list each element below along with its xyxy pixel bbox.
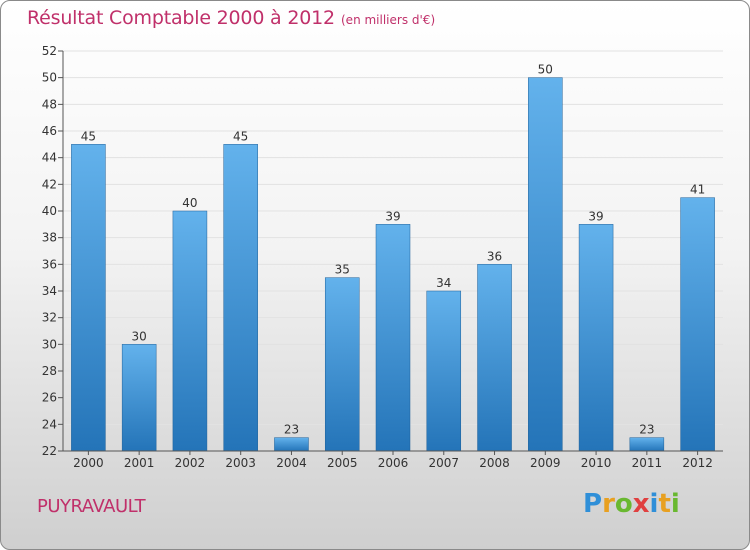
y-tick-label: 50 [42,71,57,85]
y-tick-label: 34 [42,284,57,298]
bar [578,224,614,452]
y-tick-label: 26 [42,391,57,405]
x-tick-label: 2006 [378,456,409,470]
x-tick-label: 2003 [225,456,256,470]
bar-value-label: 39 [588,209,603,223]
x-tick-label: 2010 [581,456,612,470]
x-tick-label: 2002 [175,456,206,470]
logo-letter: i [670,489,680,519]
logo-letter: r [602,489,615,519]
bar [324,277,360,452]
y-tick-label: 28 [42,364,57,378]
chart-title: Résultat Comptable 2000 à 2012 [27,7,335,29]
logo-letter: P [583,489,603,519]
bar [477,264,512,452]
y-tick-label: 32 [42,311,57,325]
bar [274,437,309,452]
x-tick-label: 2005 [327,456,358,470]
bar [528,77,563,452]
y-tick-label: 22 [42,444,57,458]
y-tick-label: 40 [42,204,57,218]
bar [223,144,258,452]
y-tick-label: 44 [42,151,57,165]
bar-value-label: 35 [335,263,350,277]
bar [375,224,411,452]
y-tick-label: 36 [42,257,57,271]
bar-value-label: 45 [81,129,96,143]
bar [71,144,106,452]
y-tick-label: 48 [42,97,57,111]
x-tick-label: 2000 [73,456,104,470]
bar [172,210,208,452]
x-tick-label: 2009 [530,456,561,470]
logo-letter: t [658,489,671,519]
bar [426,290,462,452]
x-tick-label: 2004 [276,456,307,470]
x-tick-label: 2008 [479,456,510,470]
bar-value-label: 30 [132,329,147,343]
y-tick-label: 30 [42,337,57,351]
x-tick-label: 2012 [682,456,713,470]
location-label: PUYRAVAULT [37,496,146,517]
bar-value-label: 34 [436,276,451,290]
bar-value-label: 39 [385,209,400,223]
bar-value-label: 41 [690,183,705,197]
y-tick-label: 38 [42,231,57,245]
logo-letter: i [649,489,659,519]
bar-value-label: 23 [639,423,654,437]
bar-value-label: 50 [538,63,553,77]
y-tick-label: 46 [42,124,57,138]
bar-value-label: 40 [182,196,197,210]
bar-value-label: 36 [487,249,502,263]
bar [680,197,715,452]
bar-value-label: 23 [284,423,299,437]
bar-value-label: 45 [233,129,248,143]
chart-subtitle: (en milliers d'€) [341,13,436,27]
y-tick-label: 42 [42,177,57,191]
x-tick-label: 2007 [428,456,459,470]
x-tick-label: 2001 [124,456,155,470]
bar [629,437,665,452]
proxiti-logo: Proxiti [583,489,680,519]
logo-letter: x [632,489,650,519]
y-tick-label: 24 [42,417,57,431]
logo-letter: o [614,489,633,519]
y-tick-label: 52 [42,44,57,58]
bar [121,344,157,452]
x-tick-label: 2011 [632,456,663,470]
